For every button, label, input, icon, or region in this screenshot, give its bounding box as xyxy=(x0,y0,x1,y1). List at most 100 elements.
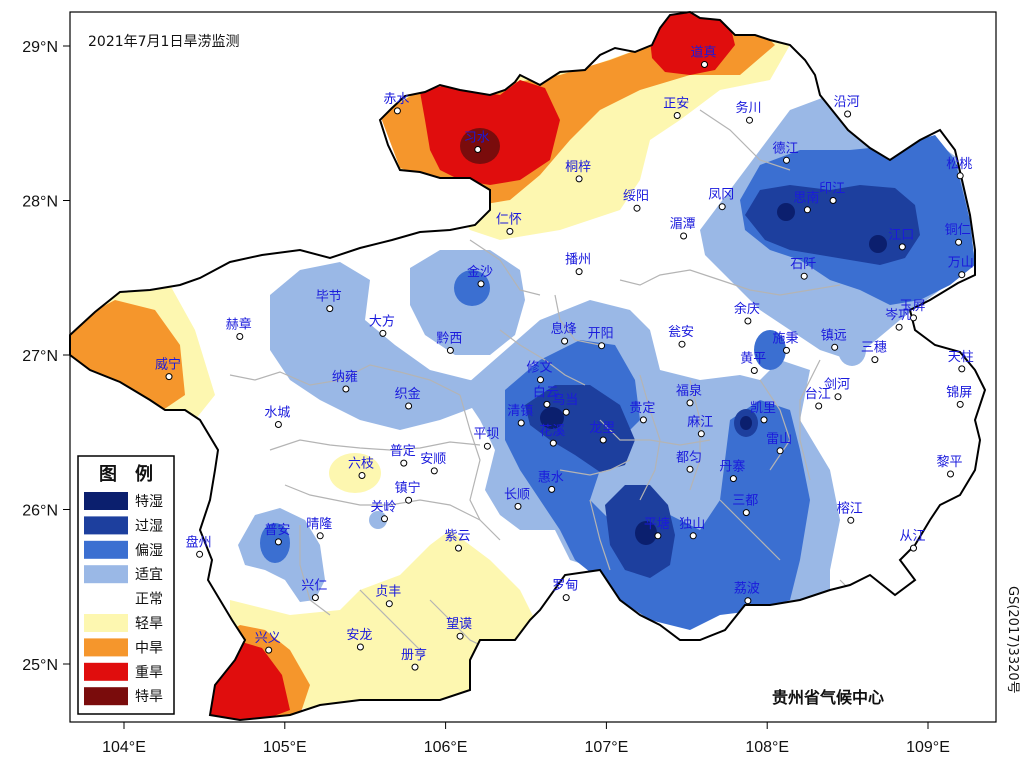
city-label: 天柱 xyxy=(948,350,974,365)
city-marker xyxy=(358,472,366,479)
extremely-wet-zone-kaili xyxy=(740,416,752,430)
city-label: 丹寨 xyxy=(719,459,745,475)
city: 湄潭 xyxy=(670,217,696,240)
city-label: 播州 xyxy=(565,253,591,268)
city: 白云 xyxy=(533,384,559,408)
legend-label: 中旱 xyxy=(135,640,163,656)
city: 施秉 xyxy=(773,330,799,354)
city-label: 晴隆 xyxy=(306,517,332,532)
city: 龙里 xyxy=(589,421,615,444)
city-marker xyxy=(760,416,768,424)
city-marker xyxy=(575,175,583,183)
city-label: 习水 xyxy=(464,131,490,146)
legend-swatch xyxy=(84,516,128,535)
city: 纳雍 xyxy=(332,369,358,393)
city: 普定 xyxy=(390,444,416,467)
city: 平塘 xyxy=(644,516,670,540)
city: 望谟 xyxy=(446,616,472,640)
city-label: 施秉 xyxy=(773,330,799,346)
city: 兴义 xyxy=(255,631,281,654)
city-marker xyxy=(316,532,324,540)
city-label: 黔西 xyxy=(436,331,462,346)
legend-swatch xyxy=(84,662,128,681)
city-marker xyxy=(506,227,514,235)
y-tick-label: 25°N xyxy=(22,657,58,674)
city: 松桃 xyxy=(946,157,972,180)
city: 德江 xyxy=(773,141,799,164)
city-marker xyxy=(956,400,964,408)
city: 玉屏 xyxy=(900,299,926,322)
city-label: 贞丰 xyxy=(375,585,401,600)
legend-swatch xyxy=(84,687,128,706)
city: 三都 xyxy=(732,494,758,517)
legend-swatch xyxy=(84,614,128,632)
city-marker xyxy=(236,333,244,340)
slightly-wet-zone-jinsha xyxy=(454,270,490,306)
city-label: 印江 xyxy=(819,182,845,197)
city: 铜仁 xyxy=(945,223,971,246)
city: 三穗 xyxy=(861,341,887,364)
city: 关岭 xyxy=(371,500,397,523)
city-label: 仁怀 xyxy=(496,212,522,227)
city: 雷山 xyxy=(766,432,792,455)
city: 独山 xyxy=(679,517,705,540)
city: 天柱 xyxy=(948,350,974,373)
city: 乌当 xyxy=(552,392,578,416)
city: 镇远 xyxy=(821,328,847,351)
city-marker xyxy=(639,416,647,424)
city: 毕节 xyxy=(316,290,342,313)
city-label: 凤冈 xyxy=(708,188,734,203)
city-label: 安顺 xyxy=(420,452,446,467)
city-label: 册亨 xyxy=(401,647,427,663)
city-marker xyxy=(958,271,966,279)
city-label: 平塘 xyxy=(644,516,670,532)
city-marker xyxy=(955,238,963,246)
city-marker xyxy=(742,509,750,517)
city: 荔波 xyxy=(734,582,760,605)
city: 绥阳 xyxy=(623,189,649,212)
legend-swatch xyxy=(84,540,128,559)
city-label: 赫章 xyxy=(226,317,252,333)
city-label: 剑河 xyxy=(824,377,850,393)
city-label: 都匀 xyxy=(676,450,702,465)
legend-title: 图 例 xyxy=(99,463,153,485)
city: 印江 xyxy=(819,182,845,204)
city: 罗甸 xyxy=(552,579,578,602)
city-marker xyxy=(844,110,852,118)
city-marker xyxy=(455,544,462,552)
x-axis: 104°E 105°E 106°E 107°E 108°E 109°E xyxy=(102,722,950,756)
city-label: 威宁 xyxy=(155,357,181,373)
city-marker xyxy=(898,243,906,251)
city-label: 德江 xyxy=(773,141,799,156)
city-label: 修文 xyxy=(527,361,553,376)
city: 盘州 xyxy=(186,534,212,558)
city-marker xyxy=(847,516,855,524)
city-marker xyxy=(385,600,393,608)
city-label: 盘州 xyxy=(186,534,212,550)
legend-label: 过湿 xyxy=(135,518,163,534)
city-marker xyxy=(274,538,282,546)
credit-text: 贵州省气候中心 xyxy=(772,688,884,707)
city-marker xyxy=(561,337,569,345)
x-tick-label: 108°E xyxy=(745,739,789,756)
city-marker xyxy=(910,314,917,322)
city: 修文 xyxy=(527,361,553,384)
city: 六枝 xyxy=(348,457,374,479)
x-tick-label: 109°E xyxy=(906,739,950,756)
city-label: 凯里 xyxy=(750,401,776,416)
city-marker xyxy=(686,399,694,407)
city-marker xyxy=(474,146,482,153)
legend-label: 特湿 xyxy=(135,494,163,510)
city-label: 岑巩 xyxy=(885,308,911,323)
map-title: 2021年7月1日旱涝监测 xyxy=(88,34,239,50)
city: 平坝 xyxy=(473,427,499,450)
city: 赫章 xyxy=(226,317,252,340)
city: 金沙 xyxy=(467,264,493,288)
city: 麻江 xyxy=(687,415,713,438)
city-marker xyxy=(562,408,570,416)
city-marker xyxy=(562,594,570,602)
city-marker xyxy=(718,203,726,211)
city-label: 息烽 xyxy=(551,321,577,337)
legend-label: 偏湿 xyxy=(135,543,163,559)
city-label: 三都 xyxy=(732,494,758,509)
